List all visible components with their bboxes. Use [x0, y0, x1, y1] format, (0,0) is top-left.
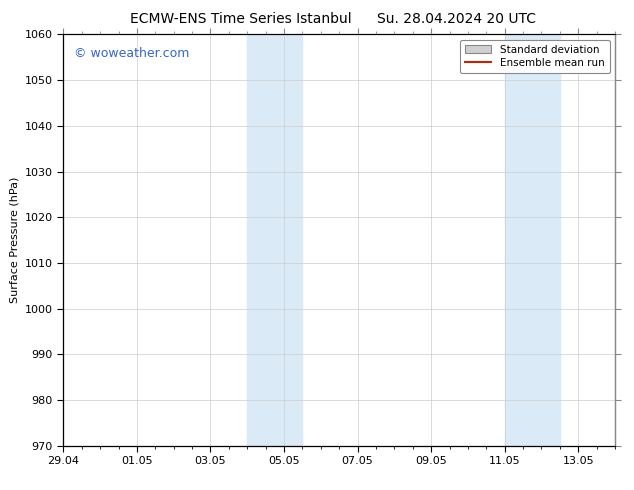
Text: Su. 28.04.2024 20 UTC: Su. 28.04.2024 20 UTC: [377, 12, 536, 26]
Text: ECMW-ENS Time Series Istanbul: ECMW-ENS Time Series Istanbul: [130, 12, 352, 26]
Bar: [247, 34, 302, 446]
Legend: Standard deviation, Ensemble mean run: Standard deviation, Ensemble mean run: [460, 40, 610, 73]
Bar: [505, 34, 560, 446]
Text: © woweather.com: © woweather.com: [74, 47, 190, 60]
Y-axis label: Surface Pressure (hPa): Surface Pressure (hPa): [10, 177, 19, 303]
